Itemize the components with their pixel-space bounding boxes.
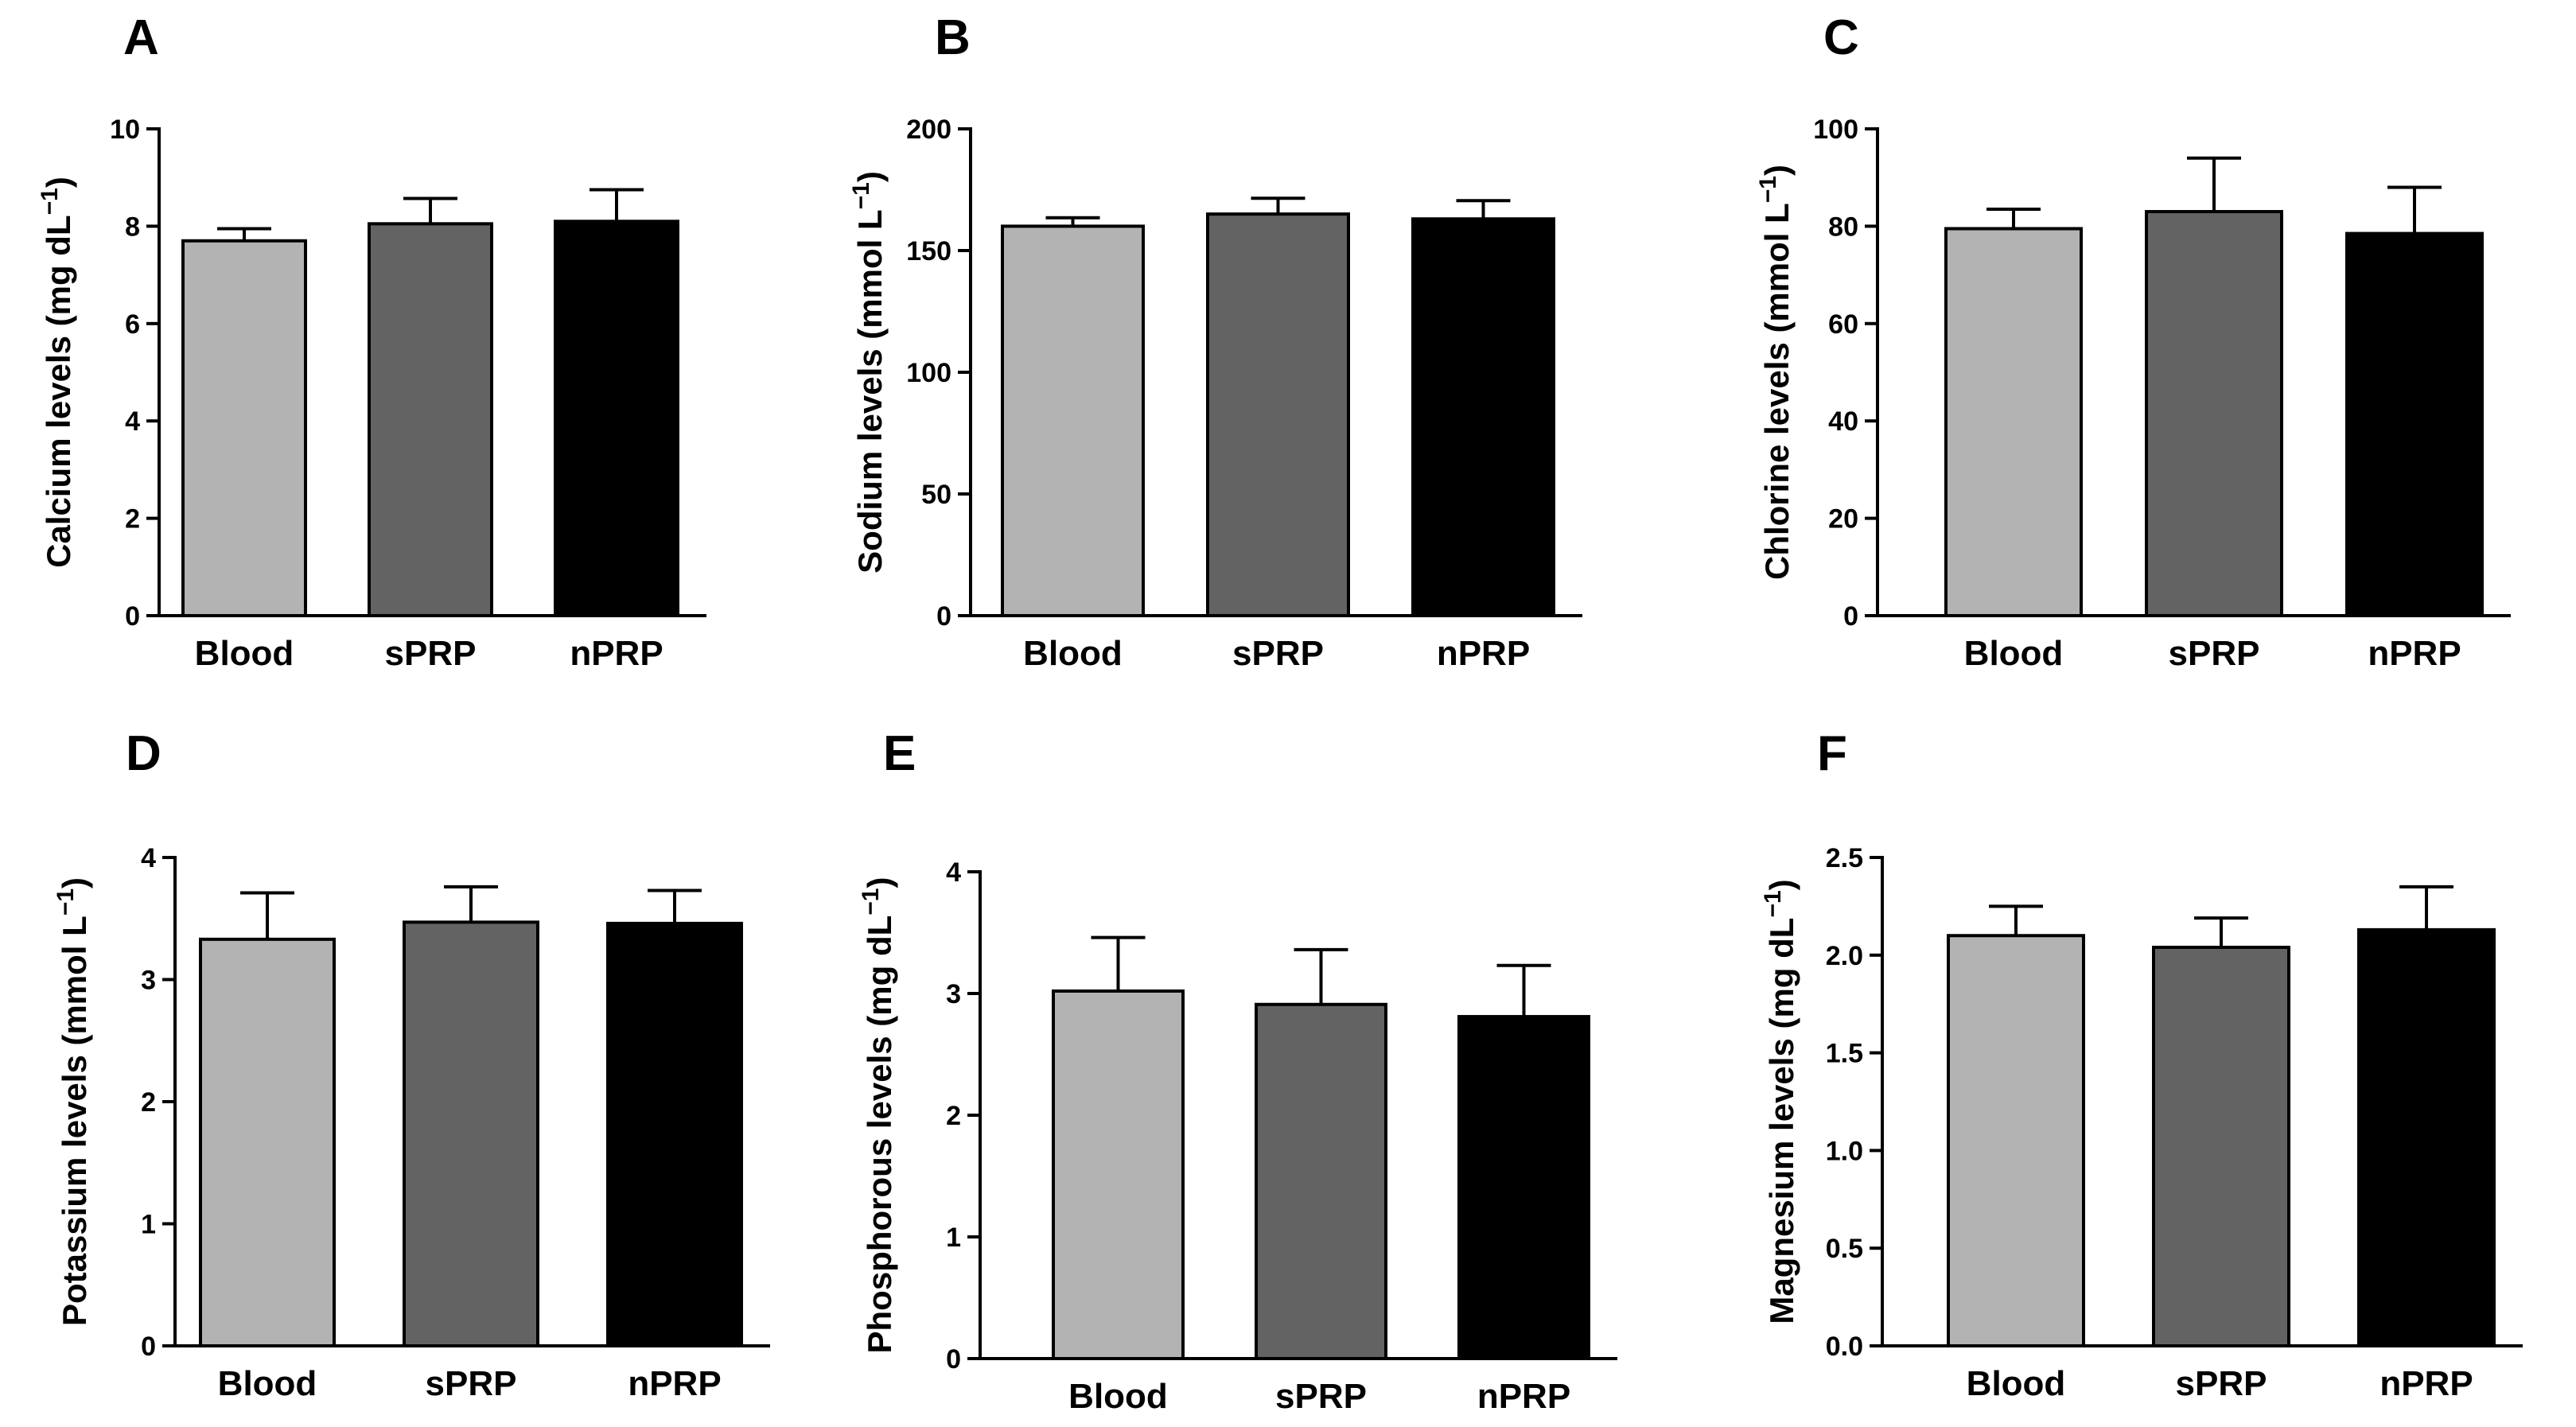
bar-a-nprp (554, 220, 679, 617)
y-axis-title-b: Sodium levels (mmol L−1) (848, 171, 889, 574)
y-tick-label-c: 0 (1843, 601, 1858, 632)
bar-d-nprp (606, 921, 743, 1347)
x-tick-label-d-blood: Blood (218, 1364, 317, 1403)
y-axis-title-a: Calcium levels (mg dL−1) (37, 177, 77, 568)
y-axis-title-d: Potassium levels (mmol L−1) (53, 877, 93, 1326)
bar-a-blood (181, 239, 307, 617)
bar-f-nprp (2357, 927, 2496, 1347)
y-tick-label-f: 0.5 (1826, 1234, 1863, 1264)
y-tick-label-e: 0 (946, 1344, 961, 1375)
bar-c-blood (1944, 227, 2083, 617)
bar-e-blood (1052, 989, 1185, 1360)
y-tick-label-f: 0.0 (1826, 1332, 1863, 1362)
chart-panel-c: C 0 20 40 60 80 100 Chlorine levels (mmol L−1) B… (1755, 10, 2511, 673)
chart-panel-e: E 0 1 2 3 4 Phosphorous levels (mg dL−1) Blood s… (858, 726, 1617, 1416)
x-tick-label-e-sprp: sPRP (1275, 1377, 1367, 1416)
y-axis-title-e: Phosphorous levels (mg dL−1) (858, 877, 898, 1354)
bar-c-sprp (2145, 210, 2283, 617)
y-tick-label-e: 2 (946, 1101, 961, 1131)
y-tick-label-d: 1 (141, 1210, 156, 1240)
x-tick-label-a-sprp: sPRP (385, 634, 477, 673)
bar-b-nprp (1411, 217, 1555, 617)
x-tick-label-f-sprp: sPRP (2176, 1364, 2267, 1403)
panel-letter-b: B (935, 10, 971, 65)
bar-d-sprp (403, 920, 539, 1347)
x-tick-label-e-nprp: nPRP (1477, 1377, 1570, 1416)
bar-b-sprp (1206, 212, 1350, 617)
y-tick-label-a: 2 (125, 504, 140, 535)
bar-a-sprp (368, 222, 493, 617)
y-tick-label-c: 80 (1828, 212, 1858, 242)
x-tick-label-e-blood: Blood (1068, 1377, 1168, 1416)
y-tick-label-d: 4 (141, 843, 156, 873)
y-tick-label-c: 20 (1828, 504, 1858, 535)
y-tick-label-f: 2.5 (1826, 843, 1863, 873)
x-tick-label-d-sprp: sPRP (426, 1364, 517, 1403)
y-tick-label-b: 0 (936, 601, 951, 632)
chart-panel-d: D 0 1 2 3 4 Potassium levels (mmol L−1) Blood sP… (53, 726, 770, 1403)
x-tick-label-f-nprp: nPRP (2379, 1364, 2473, 1403)
x-tick-label-c-nprp: nPRP (2368, 634, 2461, 673)
bar-e-sprp (1255, 1002, 1387, 1361)
x-tick-label-a-nprp: nPRP (570, 634, 663, 673)
panel-letter-e: E (883, 726, 916, 781)
y-tick-label-d: 2 (141, 1087, 156, 1118)
y-tick-label-c: 40 (1828, 406, 1858, 437)
y-tick-label-b: 150 (906, 236, 951, 266)
x-tick-label-c-blood: Blood (1964, 634, 2064, 673)
bar-e-nprp (1457, 1015, 1590, 1360)
chart-panel-b: B 0 50 100 150 200 Sodium levels (mmol L−1) Blo… (848, 10, 1582, 673)
x-tick-label-a-blood: Blood (195, 634, 294, 673)
y-tick-label-f: 1.5 (1826, 1039, 1863, 1069)
y-tick-label-c: 100 (1813, 115, 1858, 145)
x-tick-label-b-nprp: nPRP (1437, 634, 1530, 673)
bar-f-sprp (2152, 945, 2290, 1347)
y-tick-label-a: 8 (125, 212, 140, 242)
y-tick-label-a: 4 (125, 406, 140, 437)
y-tick-label-a: 6 (125, 309, 140, 340)
chart-panel-a: A 0 2 4 6 8 10 Calcium levels (mg dL−1) Blood sPR… (37, 10, 706, 673)
bar-b-blood (1001, 224, 1145, 617)
panel-letter-c: C (1823, 10, 1859, 65)
bar-c-nprp (2345, 231, 2484, 617)
y-tick-label-e: 1 (946, 1223, 961, 1253)
bar-d-blood (199, 937, 336, 1347)
y-tick-label-c: 60 (1828, 309, 1858, 340)
chart-panel-f: F 0.0 0.5 1.0 1.5 2.0 2.5 Magnesium levels (mg … (1760, 726, 2523, 1403)
y-tick-label-a: 10 (110, 115, 140, 145)
y-tick-label-b: 50 (921, 480, 951, 510)
x-tick-label-d-nprp: nPRP (628, 1364, 721, 1403)
x-tick-label-b-blood: Blood (1023, 634, 1123, 673)
x-tick-label-c-sprp: sPRP (2169, 634, 2260, 673)
x-tick-label-f-blood: Blood (1967, 1364, 2066, 1403)
y-tick-label-e: 3 (946, 979, 961, 1009)
bar-f-blood (1947, 934, 2085, 1347)
panel-letter-f: F (1817, 726, 1847, 781)
y-tick-label-d: 3 (141, 966, 156, 996)
x-tick-label-b-sprp: sPRP (1232, 634, 1324, 673)
panel-letter-a: A (123, 10, 159, 65)
y-tick-label-f: 2.0 (1826, 941, 1863, 971)
y-tick-label-a: 0 (125, 601, 140, 632)
y-axis-title-c: Chlorine levels (mmol L−1) (1755, 165, 1796, 580)
y-tick-label-b: 100 (906, 358, 951, 388)
y-tick-label-b: 200 (906, 115, 951, 145)
y-tick-label-e: 4 (946, 857, 961, 888)
y-tick-label-d: 0 (141, 1332, 156, 1362)
panel-letter-d: D (126, 726, 161, 781)
y-axis-title-f: Magnesium levels (mg dL−1) (1760, 879, 1800, 1324)
y-tick-label-f: 1.0 (1826, 1136, 1863, 1166)
